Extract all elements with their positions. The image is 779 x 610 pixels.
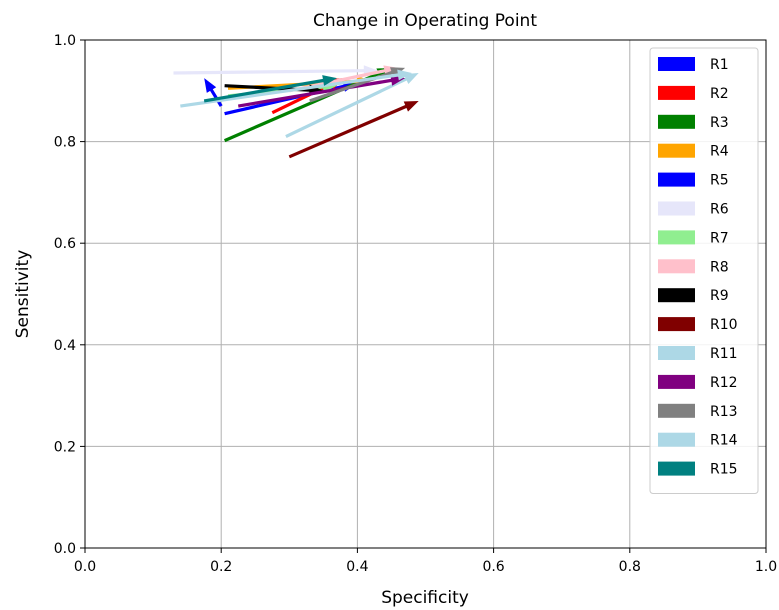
legend-swatch-r9 (658, 288, 695, 303)
legend-swatch-r4 (658, 143, 695, 158)
legend-label-r5: R5 (710, 173, 729, 189)
y-tick-label: 1.0 (54, 33, 76, 49)
legend-swatch-r8 (658, 259, 695, 274)
legend-swatch-r13 (658, 403, 695, 418)
legend-swatch-r6 (658, 201, 695, 216)
arrow-r12 (238, 75, 406, 108)
x-tick-label: 0.0 (74, 559, 96, 575)
legend: R1 R2 R3 R4 R5 R6 R7 R8 R9 R10 R11 R12 R13 R14 R15 (649, 47, 759, 494)
legend-swatch-r12 (658, 374, 695, 389)
y-tick-label: 0.8 (54, 135, 76, 151)
x-axis-ticks: 0.0 0.2 0.4 0.6 0.8 1.0 (74, 548, 777, 575)
legend-label-r12: R12 (710, 375, 738, 391)
y-tick-label: 0.6 (54, 236, 76, 252)
arrow-r6 (173, 65, 378, 77)
x-axis-title: Specificity (381, 588, 469, 608)
legend-label-r7: R7 (710, 230, 729, 246)
legend-swatch-r3 (658, 114, 695, 129)
legend-label-r6: R6 (710, 202, 729, 218)
legend-label-r8: R8 (710, 259, 729, 275)
legend-label-r2: R2 (710, 86, 729, 102)
chart-title: Change in Operating Point (313, 11, 537, 31)
arrow-r10 (288, 101, 419, 159)
legend-swatch-r5 (658, 172, 695, 187)
legend-label-r14: R14 (710, 433, 738, 449)
legend-label-r10: R10 (710, 317, 738, 333)
arrow-r15 (203, 75, 337, 103)
legend-label-r4: R4 (710, 144, 729, 160)
legend-label-r13: R13 (710, 404, 738, 420)
plot-frame (84, 39, 767, 549)
legend-swatch-r7 (658, 230, 695, 245)
y-tick-label: 0.2 (54, 439, 76, 455)
legend-swatch-r10 (658, 317, 695, 332)
arrow-r14 (180, 69, 412, 108)
y-tick-label: 0.0 (54, 541, 76, 557)
y-tick-label: 0.4 (54, 338, 76, 354)
legend-swatch-r2 (658, 85, 695, 100)
legend-label-r9: R9 (710, 288, 729, 304)
legend-swatch-r1 (658, 57, 695, 71)
arrows (173, 65, 419, 159)
legend-label-r1: R1 (710, 57, 729, 73)
y-axis-title: Sensitivity (13, 250, 33, 339)
x-tick-label: 0.2 (210, 559, 232, 575)
legend-swatch-r11 (658, 346, 695, 360)
x-tick-label: 0.8 (619, 559, 641, 575)
legend-label-r15: R15 (710, 462, 738, 478)
x-tick-label: 0.6 (482, 559, 504, 575)
legend-swatch-r14 (658, 432, 695, 447)
y-axis-ticks: 0.0 0.2 0.4 0.6 0.8 1.0 (54, 33, 85, 557)
x-tick-label: 0.4 (346, 559, 368, 575)
legend-swatch-r15 (658, 461, 695, 476)
arrow-r11 (285, 73, 419, 138)
legend-label-r11: R11 (710, 346, 738, 362)
legend-label-r3: R3 (710, 115, 729, 131)
x-tick-label: 1.0 (755, 559, 777, 575)
